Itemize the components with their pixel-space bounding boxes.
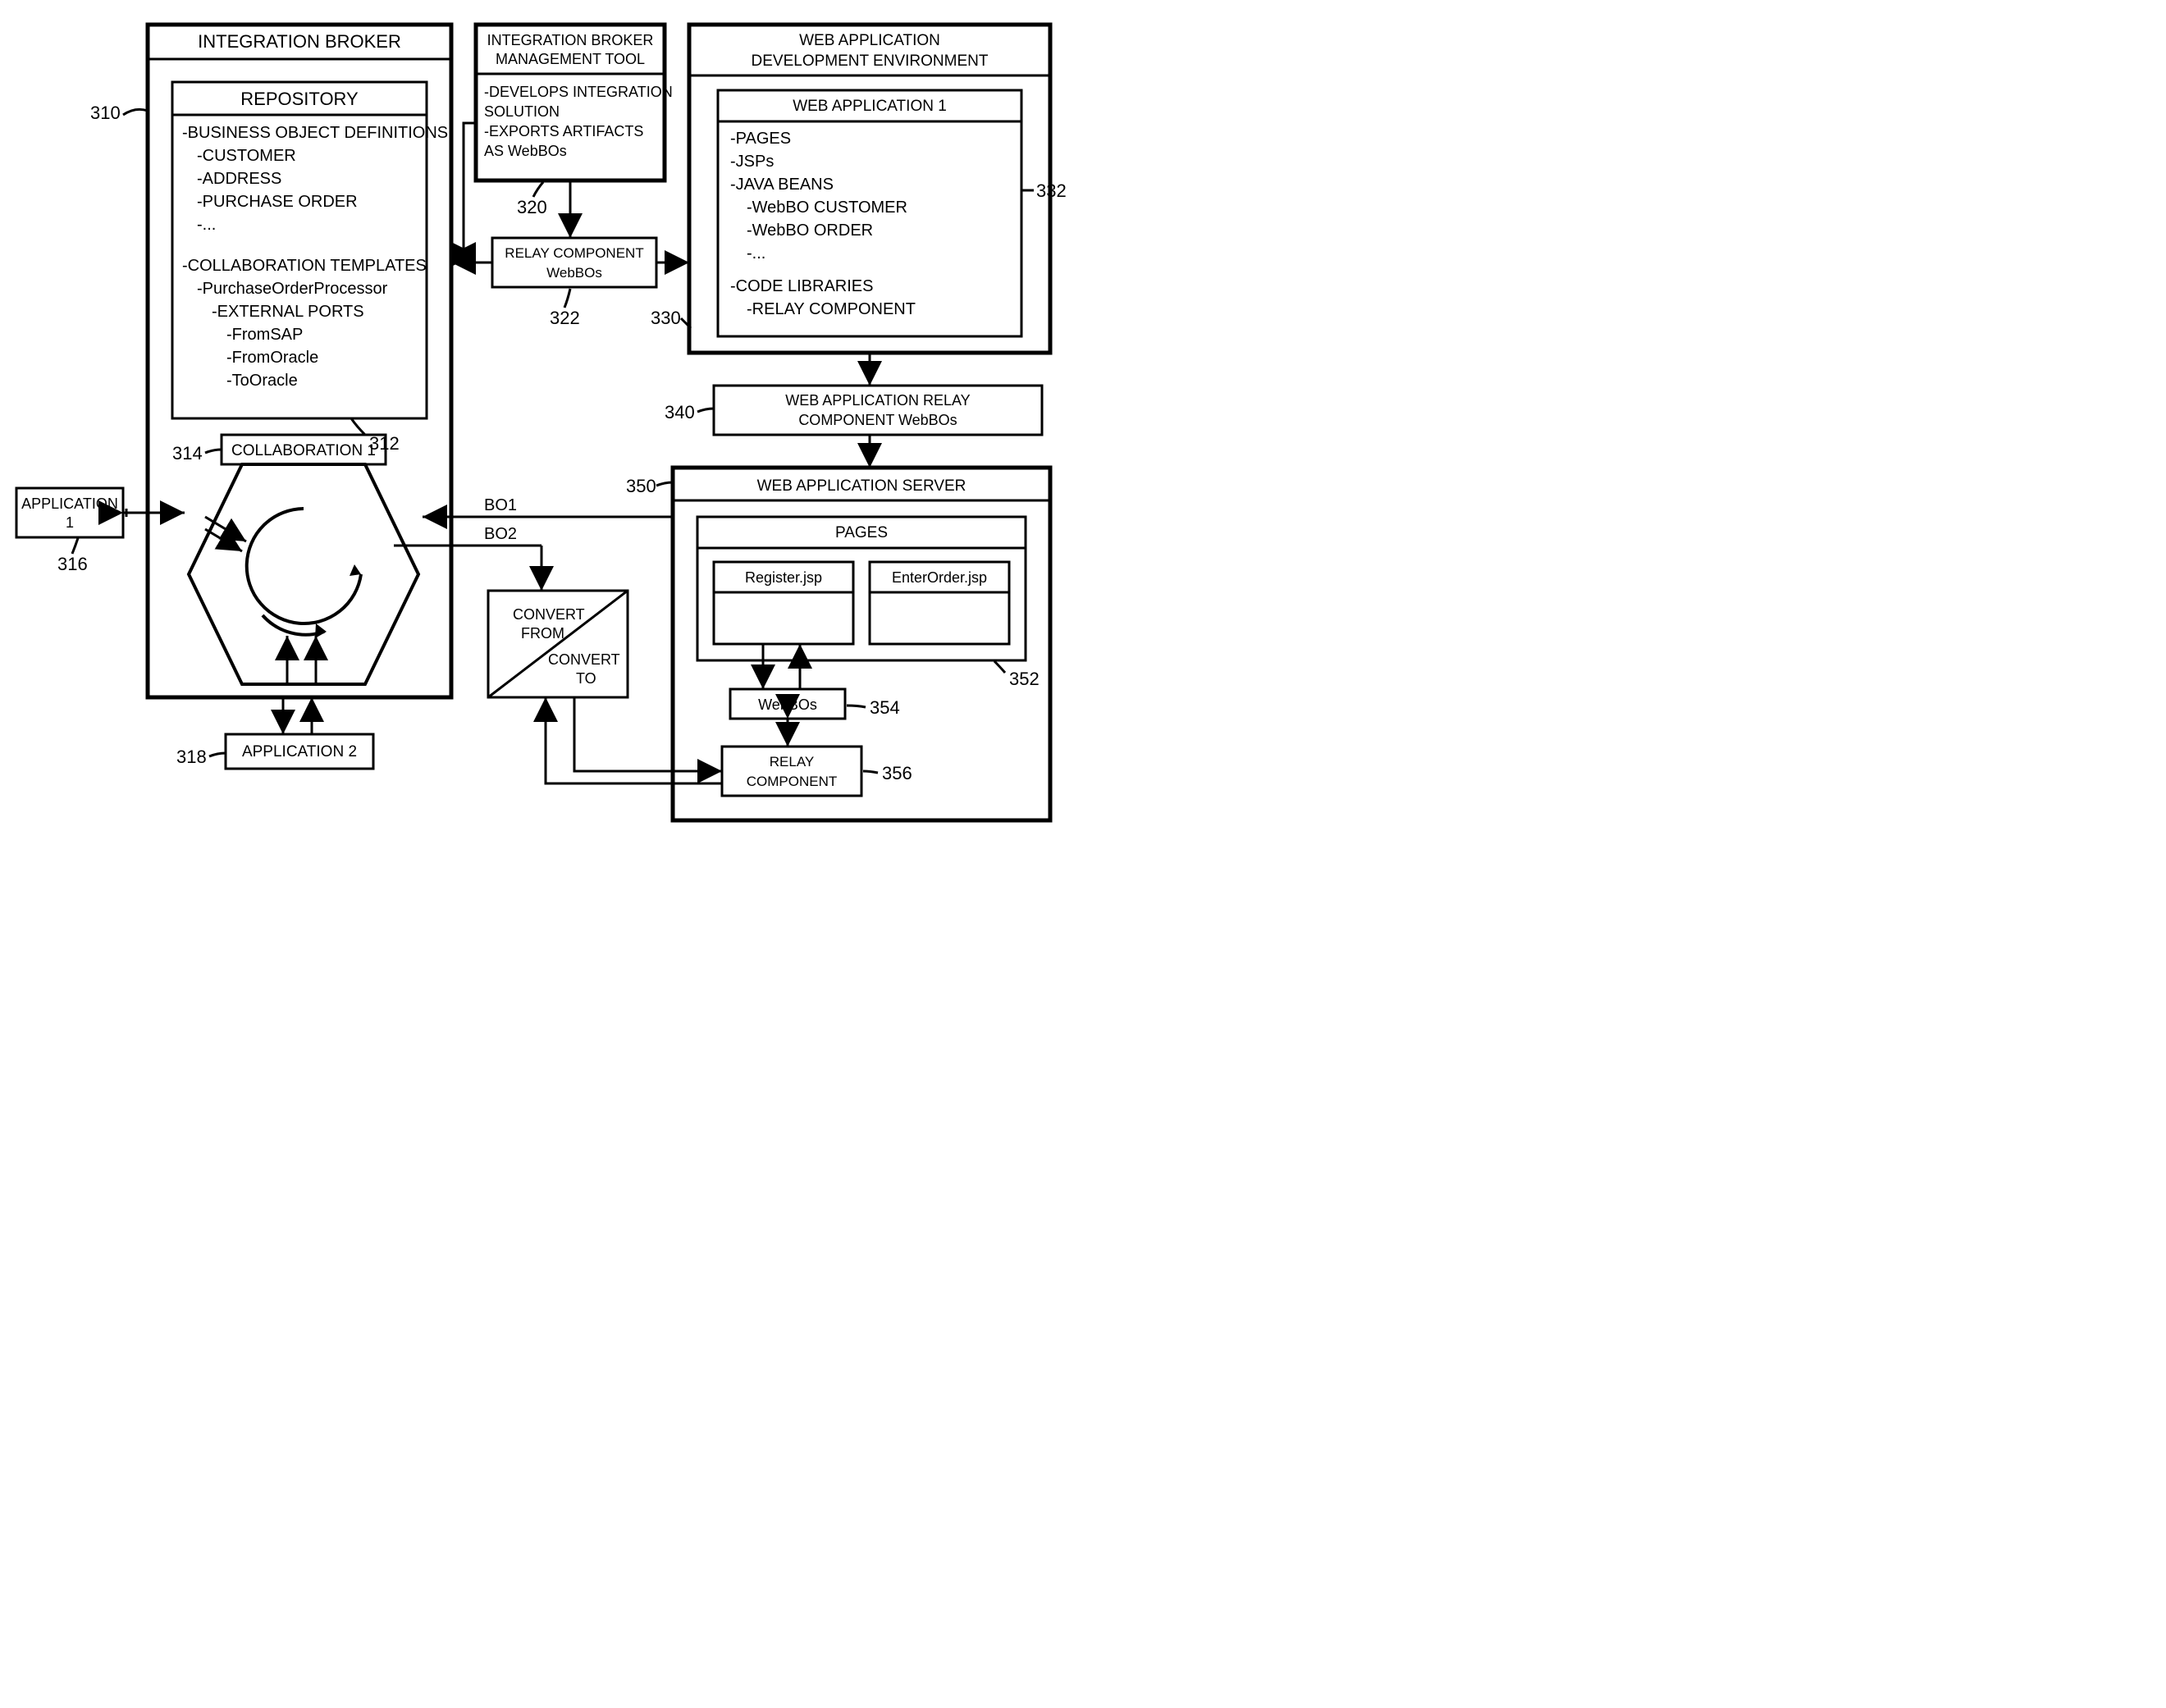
svg-text:MANAGEMENT TOOL: MANAGEMENT TOOL — [496, 51, 645, 67]
svg-text:316: 316 — [57, 554, 88, 574]
svg-text:CONVERT: CONVERT — [513, 606, 585, 623]
svg-text:312: 312 — [369, 433, 400, 454]
svg-text:INTEGRATION BROKER: INTEGRATION BROKER — [487, 32, 654, 48]
svg-text:WEB APPLICATION RELAY: WEB APPLICATION RELAY — [785, 392, 970, 409]
svg-text:TO: TO — [576, 670, 596, 687]
svg-text:Register.jsp: Register.jsp — [745, 569, 822, 586]
svg-text:-FromSAP: -FromSAP — [226, 326, 303, 344]
svg-text:-BUSINESS OBJECT DEFINITIONS: -BUSINESS OBJECT DEFINITIONS — [182, 124, 448, 142]
svg-text:-...: -... — [197, 216, 216, 234]
svg-text:314: 314 — [172, 443, 203, 464]
svg-text:-JAVA BEANS: -JAVA BEANS — [730, 176, 834, 194]
svg-text:-PURCHASE ORDER: -PURCHASE ORDER — [197, 193, 358, 211]
svg-text:354: 354 — [870, 697, 900, 718]
svg-text:350: 350 — [626, 476, 656, 496]
svg-text:-RELAY COMPONENT: -RELAY COMPONENT — [747, 300, 916, 318]
svg-text:COMPONENT WebBOs: COMPONENT WebBOs — [798, 412, 957, 428]
svg-text:-EXTERNAL PORTS: -EXTERNAL PORTS — [212, 303, 364, 321]
svg-text:RELAY COMPONENT: RELAY COMPONENT — [505, 245, 643, 261]
svg-text:-WebBO ORDER: -WebBO ORDER — [747, 221, 873, 240]
svg-text:318: 318 — [176, 747, 207, 767]
svg-text:-PAGES: -PAGES — [730, 130, 791, 148]
svg-text:BO2: BO2 — [484, 525, 517, 543]
integration-broker-title: INTEGRATION BROKER — [198, 31, 401, 52]
repository-title: REPOSITORY — [240, 89, 359, 109]
svg-text:-EXPORTS ARTIFACTS: -EXPORTS ARTIFACTS — [484, 123, 643, 139]
svg-text:340: 340 — [665, 402, 695, 422]
svg-text:1: 1 — [66, 514, 74, 531]
svg-text:322: 322 — [550, 308, 580, 328]
svg-text:BO1: BO1 — [484, 496, 517, 514]
svg-text:310: 310 — [90, 103, 121, 123]
svg-text:356: 356 — [882, 763, 912, 783]
svg-text:-COLLABORATION TEMPLATES: -COLLABORATION TEMPLATES — [182, 257, 427, 275]
svg-text:-JSPs: -JSPs — [730, 153, 774, 171]
svg-text:COMPONENT: COMPONENT — [747, 774, 838, 789]
svg-text:-FromOracle: -FromOracle — [226, 349, 318, 367]
svg-text:-ToOracle: -ToOracle — [226, 372, 298, 390]
svg-text:WebBOs: WebBOs — [758, 696, 817, 713]
svg-text:APPLICATION: APPLICATION — [21, 496, 118, 512]
svg-text:330: 330 — [651, 308, 681, 328]
svg-text:FROM: FROM — [521, 625, 564, 642]
svg-text:-...: -... — [747, 244, 765, 263]
svg-text:352: 352 — [1009, 669, 1040, 689]
collaboration-title: COLLABORATION 1 — [231, 442, 376, 459]
svg-text:RELAY: RELAY — [770, 754, 815, 770]
svg-text:WEB APPLICATION: WEB APPLICATION — [799, 32, 940, 49]
svg-text:AS WebBOs: AS WebBOs — [484, 143, 567, 159]
svg-text:APPLICATION 2: APPLICATION 2 — [242, 743, 357, 760]
svg-text:-WebBO CUSTOMER: -WebBO CUSTOMER — [747, 199, 907, 217]
svg-text:-PurchaseOrderProcessor: -PurchaseOrderProcessor — [197, 280, 388, 298]
svg-text:-CUSTOMER: -CUSTOMER — [197, 147, 296, 165]
svg-text:EnterOrder.jsp: EnterOrder.jsp — [892, 569, 987, 586]
svg-text:WEB APPLICATION SERVER: WEB APPLICATION SERVER — [757, 477, 966, 495]
svg-text:-ADDRESS: -ADDRESS — [197, 170, 281, 188]
svg-text:WEB APPLICATION 1: WEB APPLICATION 1 — [793, 98, 947, 115]
svg-text:SOLUTION: SOLUTION — [484, 103, 560, 120]
svg-text:332: 332 — [1036, 180, 1067, 201]
diagram: INTEGRATION BROKER REPOSITORY -BUSINESS … — [0, 0, 1083, 854]
svg-text:-DEVELOPS INTEGRATION: -DEVELOPS INTEGRATION — [484, 84, 673, 100]
svg-text:DEVELOPMENT ENVIRONMENT: DEVELOPMENT ENVIRONMENT — [752, 53, 989, 70]
svg-text:WebBOs: WebBOs — [546, 265, 602, 281]
svg-text:PAGES: PAGES — [835, 524, 888, 541]
svg-text:CONVERT: CONVERT — [548, 651, 620, 668]
svg-text:320: 320 — [517, 197, 547, 217]
svg-text:-CODE LIBRARIES: -CODE LIBRARIES — [730, 277, 873, 295]
